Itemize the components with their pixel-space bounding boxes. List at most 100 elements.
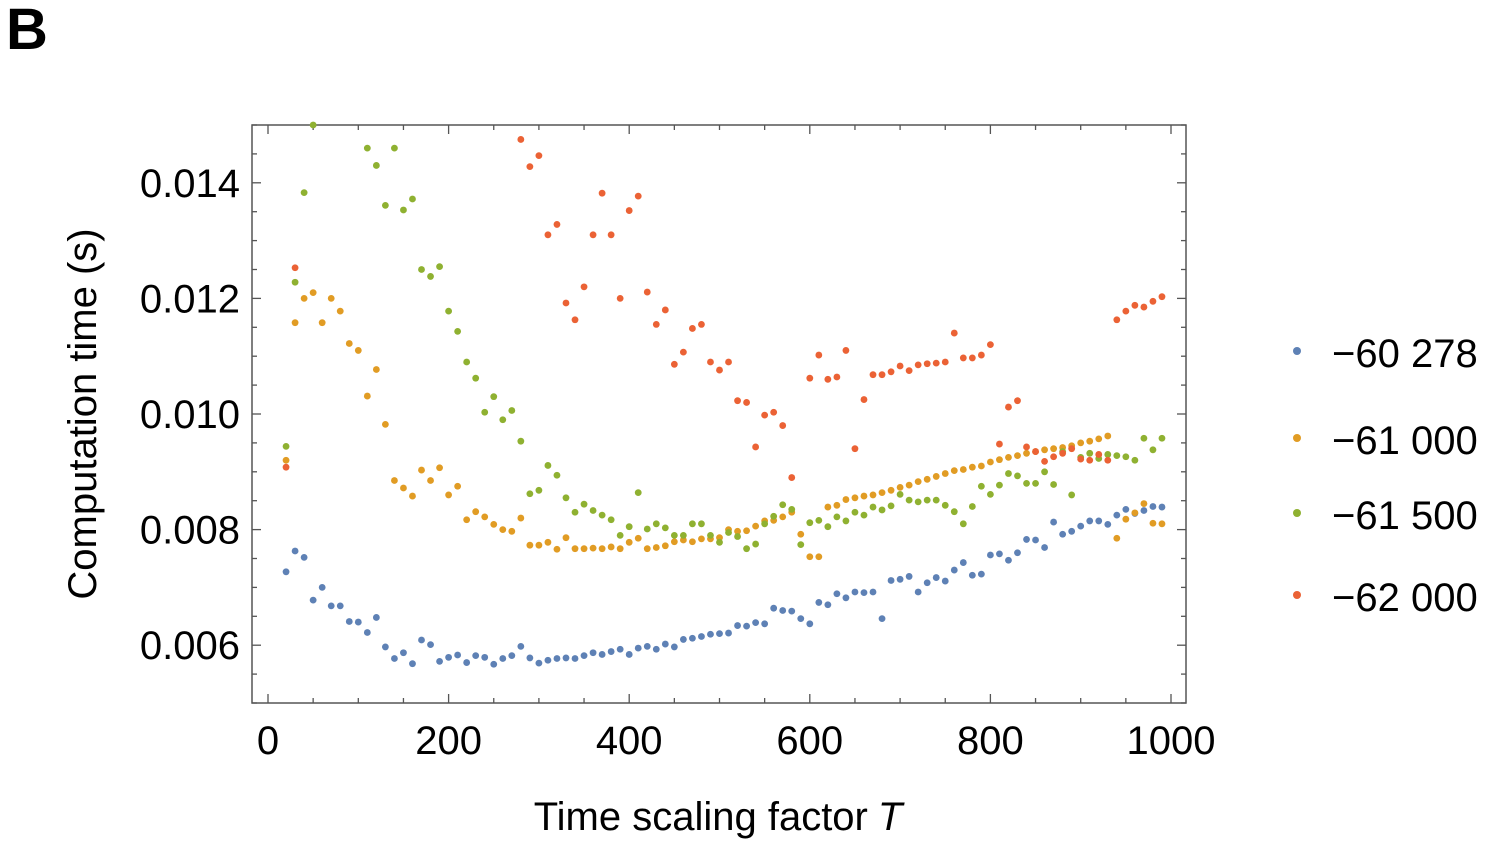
data-point xyxy=(327,602,335,610)
data-point xyxy=(1068,491,1076,499)
data-point xyxy=(1005,403,1012,411)
data-point xyxy=(1104,456,1112,464)
data-point xyxy=(490,660,498,668)
data-point xyxy=(535,152,543,160)
data-point xyxy=(1050,445,1058,453)
data-point xyxy=(634,644,642,652)
data-point xyxy=(282,463,290,471)
data-point xyxy=(869,503,877,511)
data-point xyxy=(1158,503,1166,511)
data-point xyxy=(1032,479,1039,487)
data-point xyxy=(616,295,624,302)
data-point xyxy=(977,462,985,470)
data-point xyxy=(363,392,371,400)
data-point xyxy=(463,659,471,666)
data-point xyxy=(959,354,967,362)
data-point xyxy=(372,366,380,373)
data-point xyxy=(589,231,597,239)
data-point xyxy=(1086,449,1094,457)
data-point xyxy=(562,299,570,307)
legend-label: −60 278 xyxy=(1332,332,1478,376)
data-point xyxy=(544,538,552,546)
data-point xyxy=(779,513,787,521)
data-point xyxy=(679,636,687,643)
data-point xyxy=(1023,536,1030,543)
data-point xyxy=(490,520,498,528)
data-point xyxy=(436,657,443,665)
data-point xyxy=(1032,448,1039,455)
data-point xyxy=(770,604,778,612)
data-point xyxy=(1113,452,1121,460)
data-point xyxy=(842,517,850,525)
data-point xyxy=(815,351,823,359)
data-point xyxy=(607,231,615,239)
data-point xyxy=(941,358,949,366)
legend-marker xyxy=(1293,591,1301,599)
data-point xyxy=(716,366,723,374)
data-point xyxy=(842,594,850,602)
data-point xyxy=(968,354,976,362)
data-point xyxy=(1068,445,1076,453)
data-point xyxy=(1149,446,1157,454)
data-point xyxy=(1122,307,1130,315)
data-point xyxy=(418,636,425,644)
data-point xyxy=(1041,457,1048,465)
data-point xyxy=(670,643,678,651)
data-point xyxy=(923,360,931,368)
data-point xyxy=(508,527,516,535)
data-point xyxy=(779,501,787,509)
data-point xyxy=(1005,556,1012,564)
data-point xyxy=(887,502,895,510)
data-point xyxy=(689,634,696,642)
data-point xyxy=(914,498,922,506)
data-point xyxy=(734,397,741,405)
data-point xyxy=(535,659,543,667)
data-point xyxy=(282,456,290,464)
data-point xyxy=(1014,472,1021,480)
data-point xyxy=(932,574,940,581)
data-point xyxy=(291,264,299,272)
data-point xyxy=(716,538,723,546)
data-point xyxy=(788,607,796,615)
data-point xyxy=(409,492,416,500)
data-point xyxy=(1014,397,1021,405)
data-point xyxy=(761,620,769,628)
data-point xyxy=(300,189,308,197)
data-point xyxy=(282,568,290,576)
data-point xyxy=(544,656,552,664)
x-tick-label: 400 xyxy=(596,719,663,763)
data-point xyxy=(526,163,534,171)
data-point xyxy=(878,506,886,514)
data-point xyxy=(887,368,895,376)
data-point xyxy=(698,633,705,640)
data-point xyxy=(770,512,778,520)
y-tick-label: 0.012 xyxy=(140,277,240,321)
data-point xyxy=(996,456,1003,464)
data-point xyxy=(607,543,615,551)
data-point xyxy=(616,545,624,553)
data-point xyxy=(1077,439,1085,447)
data-point xyxy=(923,475,931,483)
data-point xyxy=(851,508,859,516)
data-point xyxy=(481,513,489,521)
data-point xyxy=(1005,453,1012,461)
data-point xyxy=(427,477,434,484)
data-point xyxy=(878,489,886,497)
data-point xyxy=(643,642,651,650)
data-point xyxy=(1023,443,1030,451)
data-point xyxy=(291,319,299,327)
data-point xyxy=(950,508,958,516)
data-point xyxy=(598,511,606,519)
data-point xyxy=(670,360,678,368)
data-point xyxy=(1077,522,1085,530)
data-point xyxy=(643,288,651,296)
data-point xyxy=(598,545,606,553)
data-point xyxy=(698,535,705,543)
data-point xyxy=(968,463,976,471)
data-point xyxy=(923,496,931,504)
data-point xyxy=(652,544,660,551)
data-point xyxy=(372,614,380,621)
data-point xyxy=(833,373,841,381)
data-point xyxy=(327,295,335,302)
data-point xyxy=(670,531,678,539)
